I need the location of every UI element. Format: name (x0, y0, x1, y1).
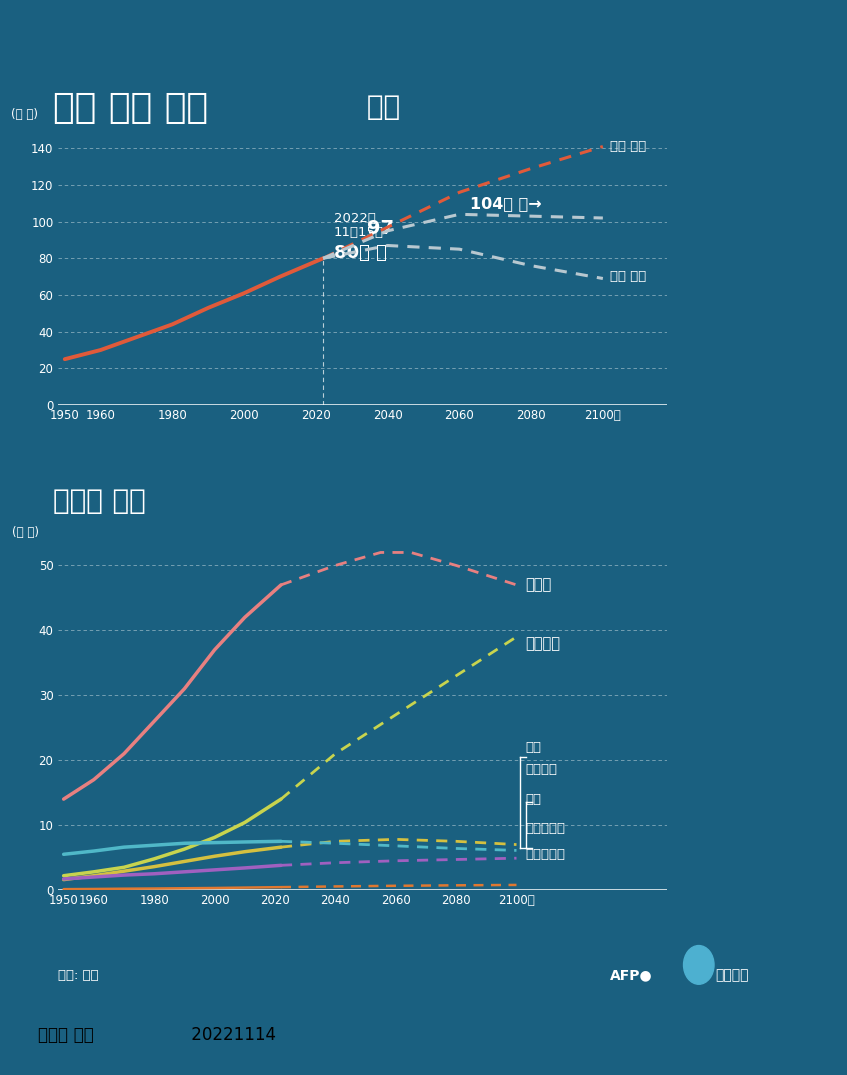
Text: 자료: 유엔: 자료: 유엔 (58, 969, 98, 983)
Text: 북아메리카: 북아메리카 (525, 821, 566, 835)
Text: 20221114: 20221114 (186, 1026, 276, 1044)
Text: 원형민 기자: 원형민 기자 (38, 1026, 94, 1044)
Text: 대륙별 전망: 대륙별 전망 (53, 487, 147, 515)
Text: 2022년: 2022년 (334, 212, 376, 225)
Text: 11월15일: 11월15일 (334, 226, 384, 239)
Text: AFP●: AFP● (610, 969, 652, 983)
Text: 97: 97 (367, 219, 394, 239)
Text: (억 명): (억 명) (11, 108, 38, 120)
Text: (억 명): (억 명) (13, 527, 39, 540)
Text: 전망: 전망 (358, 94, 401, 121)
Text: 아프리카: 아프리카 (525, 635, 561, 650)
Text: 80억 명: 80억 명 (334, 244, 387, 262)
Text: 높을 경우: 높을 경우 (610, 140, 646, 153)
Text: 아시아: 아시아 (525, 577, 551, 592)
Text: 유엔 세계 인구: 유엔 세계 인구 (53, 90, 208, 125)
Text: 아메리카: 아메리카 (525, 763, 557, 776)
Text: 라틴: 라틴 (525, 741, 541, 754)
Text: 낮을 경우: 낮을 경우 (610, 270, 646, 283)
Text: 연합뉴스: 연합뉴스 (716, 969, 750, 983)
Text: 유럽: 유럽 (525, 792, 541, 805)
Text: 오세아니아: 오세아니아 (525, 848, 566, 861)
Text: 104억 명→: 104억 명→ (470, 196, 542, 211)
